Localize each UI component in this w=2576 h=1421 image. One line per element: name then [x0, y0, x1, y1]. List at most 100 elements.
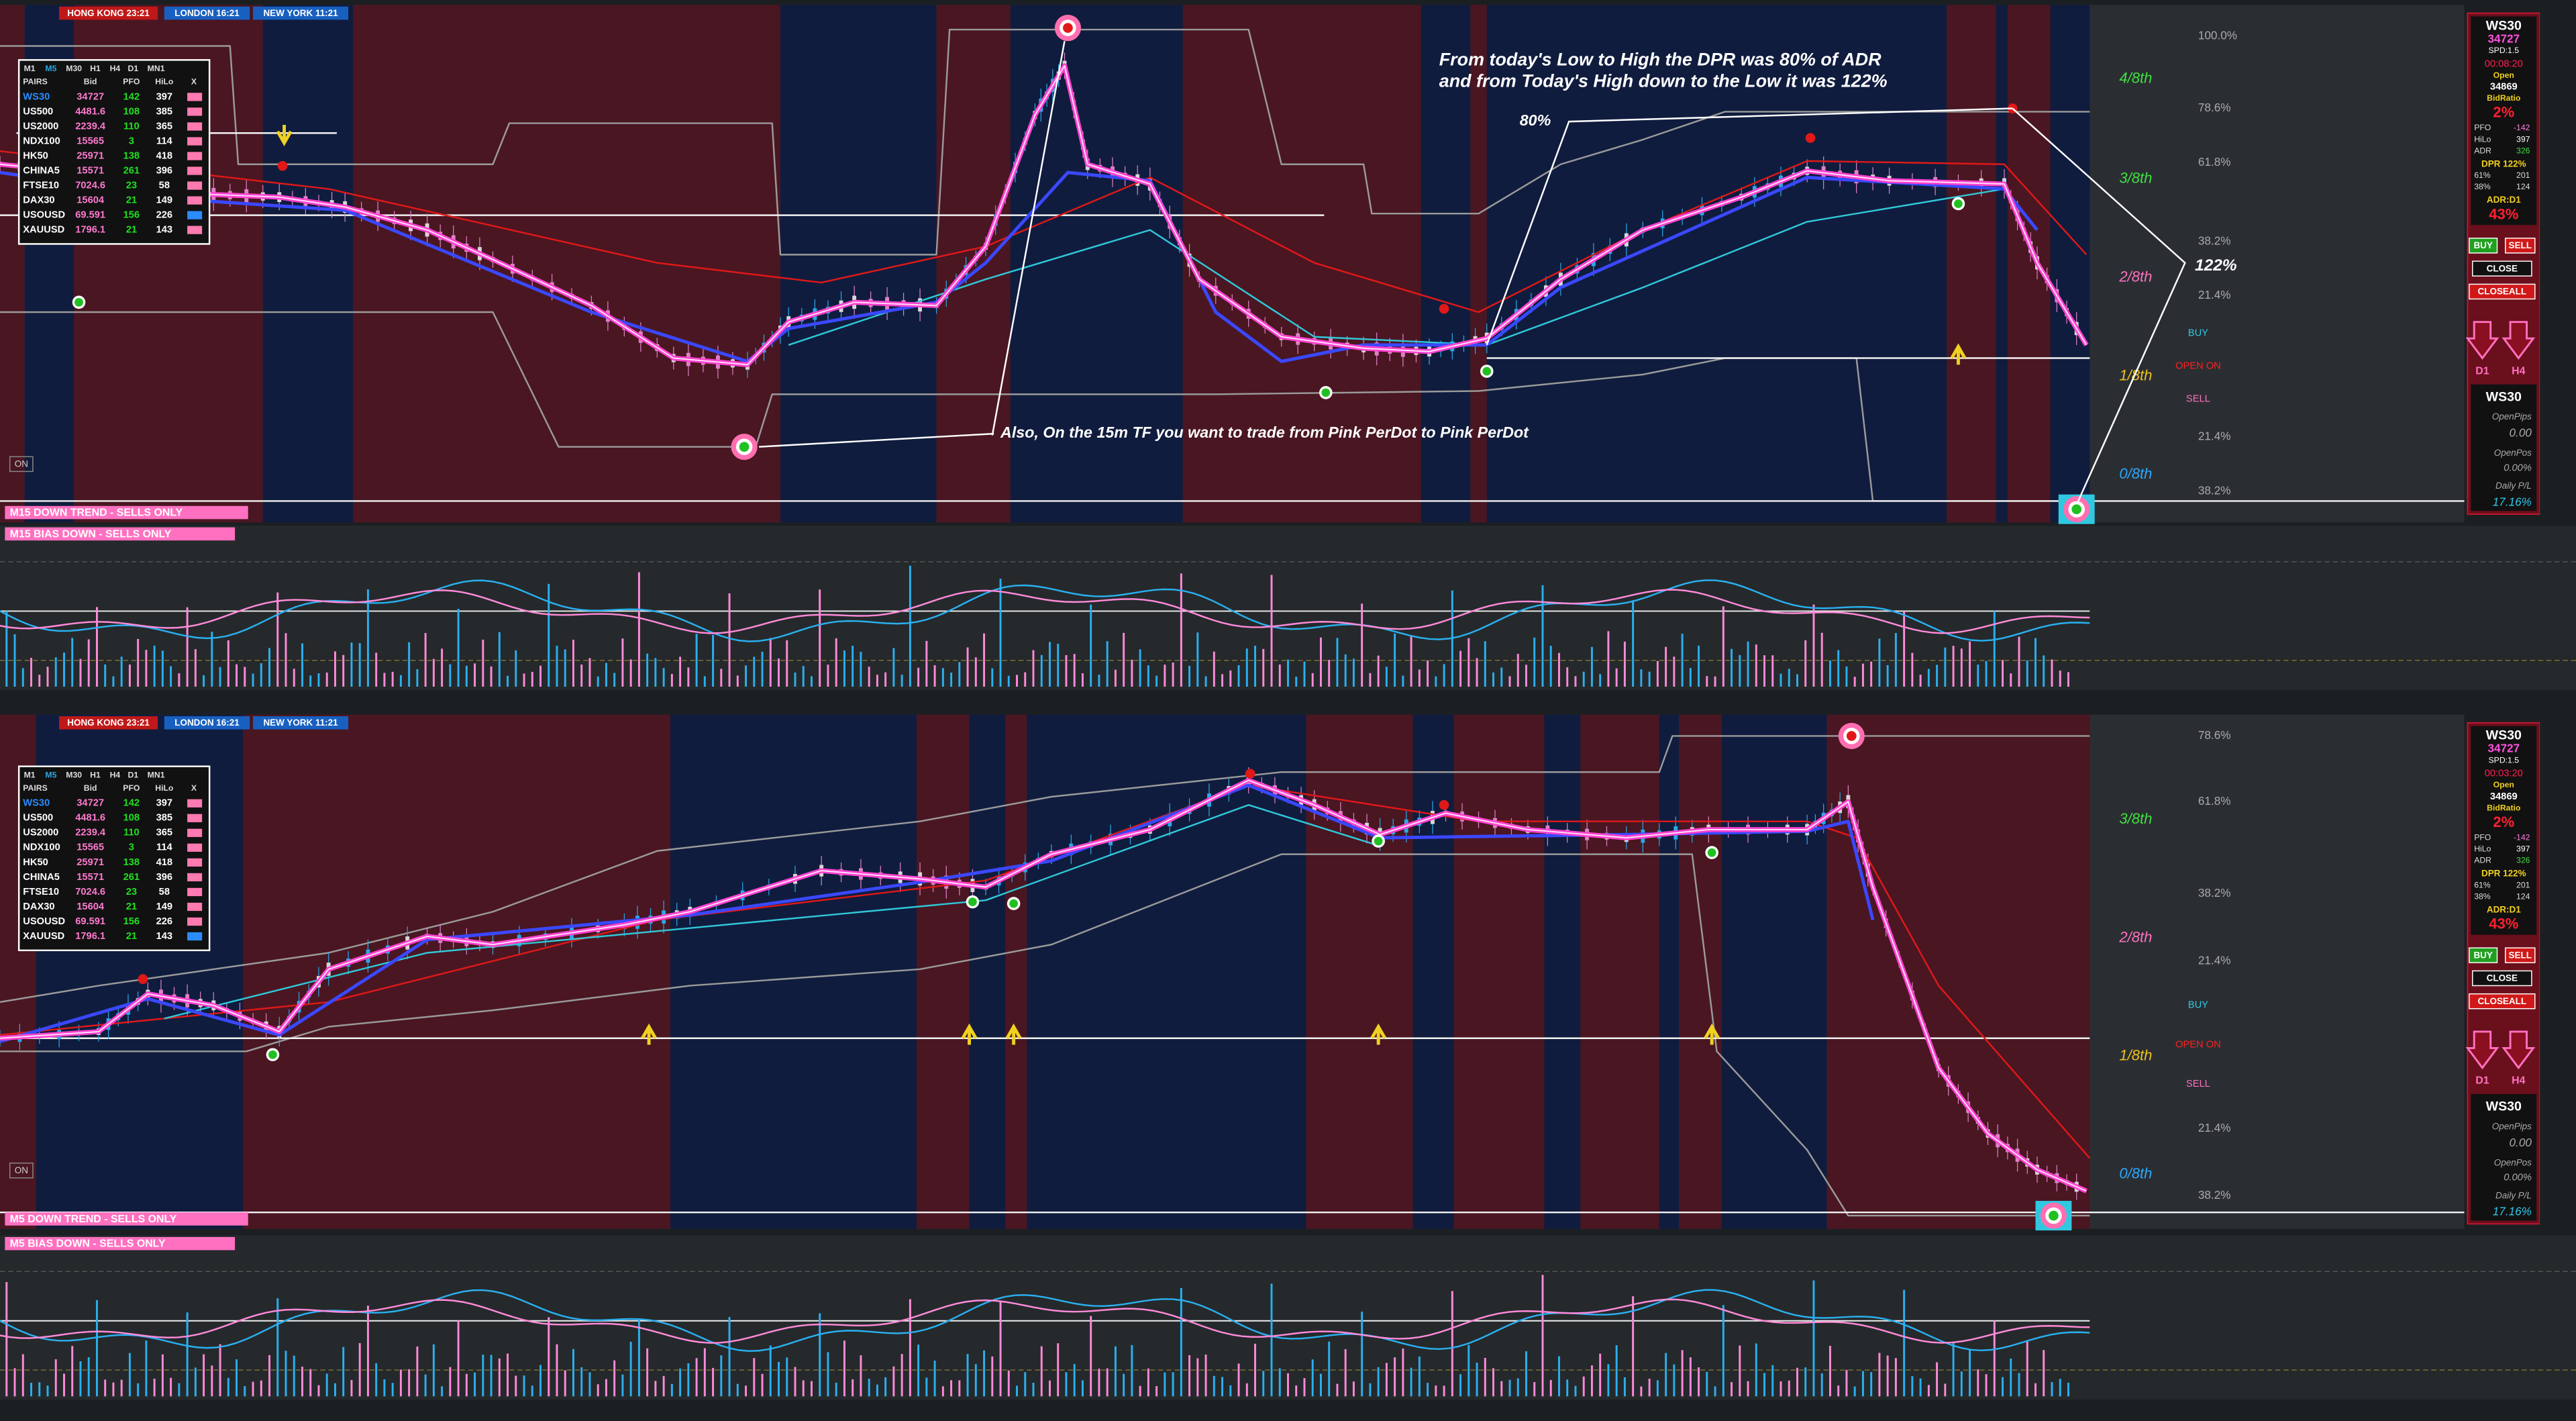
side-text: ADR:D1 — [2487, 195, 2521, 205]
button[interactable] — [2472, 260, 2532, 277]
close-box[interactable] — [187, 226, 203, 234]
red-dot — [1805, 133, 1816, 143]
on-box[interactable] — [9, 1163, 34, 1179]
close-box[interactable] — [187, 828, 203, 837]
side-text: Open — [2493, 780, 2514, 789]
clock-box — [59, 716, 158, 730]
bid: 69.591 — [75, 209, 105, 220]
side-text: PFO — [2474, 123, 2491, 132]
side-text: ADR:D1 — [2487, 904, 2521, 914]
annotation: 80% — [1520, 111, 1551, 129]
timeframe: M30 — [66, 64, 82, 73]
ma-cyan — [164, 804, 1380, 1020]
trend-box — [5, 505, 248, 520]
table-header: X — [191, 783, 197, 793]
pfo: 23 — [126, 887, 137, 897]
pct-level: 21.4% — [2198, 288, 2231, 301]
close-box[interactable] — [187, 137, 203, 146]
signal-label: BUY — [2188, 328, 2208, 339]
pfo: 21 — [126, 901, 137, 912]
timeframe: H4 — [110, 770, 121, 779]
clock-label: LONDON 16:21 — [174, 718, 240, 728]
side-info — [2471, 726, 2537, 935]
button-label[interactable]: CLOSE — [2487, 263, 2518, 273]
pfo: 110 — [123, 828, 140, 838]
channel-upper — [0, 735, 2090, 1003]
pair-name: FTSE10 — [23, 887, 59, 897]
close-box[interactable] — [187, 196, 203, 205]
pfo: 3 — [129, 136, 134, 146]
close-box[interactable] — [187, 122, 203, 131]
pairs-table-inner — [19, 60, 209, 244]
side-text: 326 — [2516, 146, 2530, 155]
pfo: 3 — [129, 842, 134, 853]
clock-box — [164, 6, 250, 20]
button[interactable] — [2469, 947, 2498, 963]
side-text: 326 — [2516, 856, 2530, 865]
pink-dot-core — [739, 442, 750, 452]
button-label[interactable]: CLOSE — [2487, 973, 2518, 983]
button[interactable] — [2469, 238, 2498, 254]
button-label[interactable]: CLOSEALL — [2478, 287, 2527, 297]
table-header: PAIRS — [23, 77, 47, 87]
close-box[interactable] — [187, 887, 203, 897]
close-box[interactable] — [187, 873, 203, 882]
down-arrow — [2502, 1030, 2536, 1070]
close-box[interactable] — [187, 799, 203, 807]
close-box[interactable] — [187, 93, 203, 101]
session-band — [1580, 714, 1659, 1229]
bid: 69.591 — [75, 916, 105, 927]
bid: 1796.1 — [75, 931, 105, 942]
pair-name: CHINA5 — [23, 872, 60, 883]
button[interactable] — [2469, 283, 2536, 300]
red-dot — [1245, 769, 1255, 779]
pair-name: HK50 — [23, 150, 48, 161]
account-text: WS30 — [2486, 1099, 2522, 1114]
close-box[interactable] — [187, 107, 203, 116]
button[interactable] — [2472, 970, 2532, 987]
close-box[interactable] — [187, 858, 203, 867]
down-arrow — [2465, 1030, 2500, 1070]
close-box[interactable] — [187, 211, 203, 219]
button-label[interactable]: BUY — [2473, 950, 2492, 960]
button-label[interactable]: SELL — [2509, 240, 2532, 250]
bid: 1796.1 — [75, 225, 105, 236]
on-toggle: ON — [15, 458, 28, 469]
eighth-level: 4/8th — [2119, 69, 2152, 86]
close-box[interactable] — [187, 181, 203, 190]
signal-arrow — [1005, 1023, 1022, 1045]
signal-arrow — [961, 1023, 978, 1045]
table-header: HiLo — [155, 77, 173, 87]
button-label[interactable]: BUY — [2473, 240, 2492, 250]
side-text: BidRatio — [2487, 93, 2520, 103]
close-box[interactable] — [187, 917, 203, 926]
eighth-level: 0/8th — [2119, 465, 2152, 482]
button[interactable] — [2469, 993, 2536, 1010]
pair-name: DAX30 — [23, 901, 54, 912]
hilo: 365 — [156, 121, 172, 132]
bid: 15604 — [76, 901, 105, 912]
close-box[interactable] — [187, 814, 203, 822]
session-band — [1470, 5, 1487, 523]
table-header: PFO — [123, 783, 140, 793]
close-box[interactable] — [187, 166, 203, 175]
annotation-line — [1486, 107, 2013, 346]
button[interactable] — [2504, 238, 2536, 254]
on-box[interactable] — [9, 456, 34, 473]
button-label[interactable]: CLOSEALL — [2478, 996, 2527, 1006]
close-box[interactable] — [187, 932, 203, 941]
session-band — [2050, 5, 2090, 523]
side-info — [2471, 16, 2537, 226]
bias-label: M5 BIAS DOWN - SELLS ONLY — [10, 1238, 166, 1250]
timeframe: D1 — [128, 770, 139, 779]
side-text: WS30 — [2486, 18, 2522, 33]
close-box[interactable] — [187, 843, 203, 852]
button-label[interactable]: SELL — [2509, 950, 2532, 960]
annotation: 122% — [2195, 256, 2237, 275]
close-box[interactable] — [187, 902, 203, 912]
close-box[interactable] — [187, 152, 203, 160]
account-text: WS30 — [2486, 389, 2522, 404]
button[interactable] — [2504, 947, 2536, 963]
pair-name: US500 — [23, 813, 53, 824]
clock-label: HONG KONG 23:21 — [67, 8, 150, 18]
